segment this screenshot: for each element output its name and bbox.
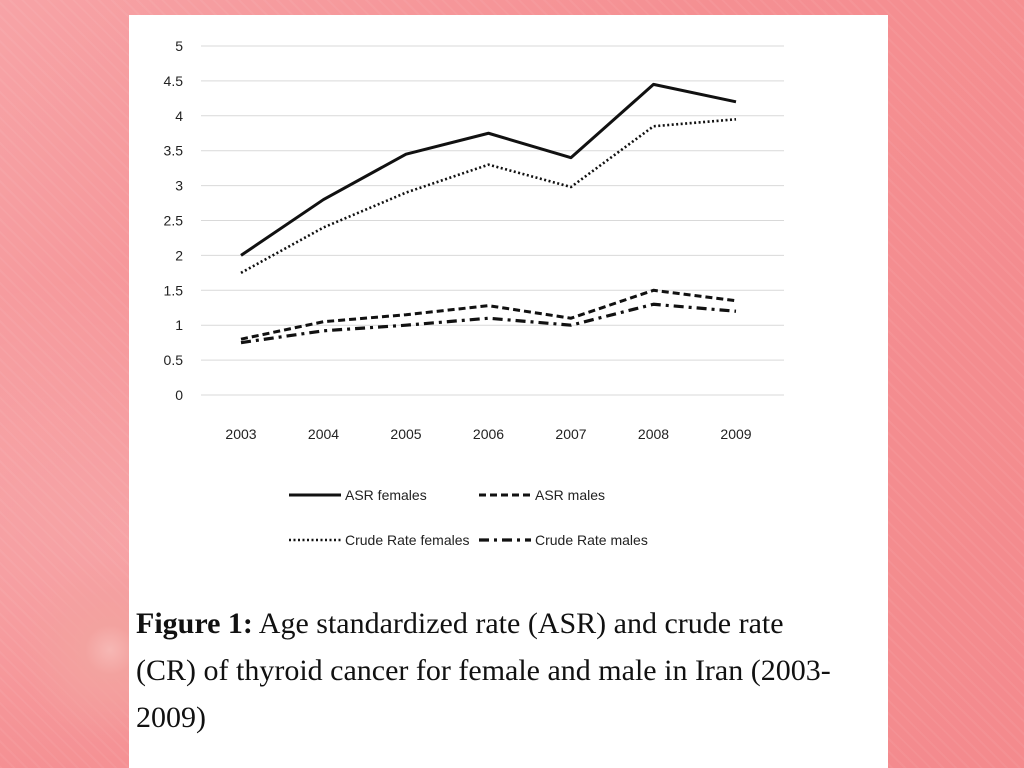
- legend-label: ASR females: [345, 487, 427, 503]
- y-tick-label: 1: [175, 317, 183, 333]
- y-tick-label: 4: [175, 108, 183, 124]
- figure-panel: 0 0.5 1 1.5 2 2.5 3 3.5 4 4.5 5 2003 2004 2005 2006 200…: [129, 15, 888, 768]
- series-line: [240, 288, 737, 341]
- caption-label: Figure 1:: [136, 607, 253, 640]
- legend-label: Crude Rate males: [535, 532, 648, 548]
- x-tick-label: 2007: [555, 426, 586, 442]
- y-tick-label: 2.5: [164, 213, 184, 229]
- y-tick-label: 0.5: [164, 352, 184, 368]
- legend-label: Crude Rate females: [345, 532, 470, 548]
- decorative-cell-image: [0, 560, 150, 768]
- series-line: [240, 82, 737, 257]
- y-tick-label: 1.5: [164, 282, 184, 298]
- caption-text: Age standardized rate (ASR) and crude ra…: [136, 607, 831, 734]
- x-tick-label: 2003: [225, 426, 256, 442]
- x-tick-label: 2004: [308, 426, 339, 442]
- legend-label: ASR males: [535, 487, 605, 503]
- y-tick-label: 3.5: [164, 143, 184, 159]
- series-line: [240, 302, 737, 345]
- y-tick-label: 4.5: [164, 73, 184, 89]
- x-tick-label: 2006: [473, 426, 504, 442]
- y-tick-label: 5: [175, 38, 183, 54]
- line-chart: 0 0.5 1 1.5 2 2.5 3 3.5 4 4.5 5 2003 2004 2005 2006 200…: [164, 38, 784, 548]
- y-tick-label: 2: [175, 247, 183, 263]
- series-line: [240, 117, 737, 274]
- x-tick-label: 2009: [720, 426, 751, 442]
- y-tick-label: 3: [175, 178, 183, 194]
- x-tick-label: 2005: [390, 426, 421, 442]
- y-tick-label: 0: [175, 387, 183, 403]
- x-tick-label: 2008: [638, 426, 669, 442]
- figure-caption: Figure 1: Age standardized rate (ASR) an…: [136, 600, 836, 741]
